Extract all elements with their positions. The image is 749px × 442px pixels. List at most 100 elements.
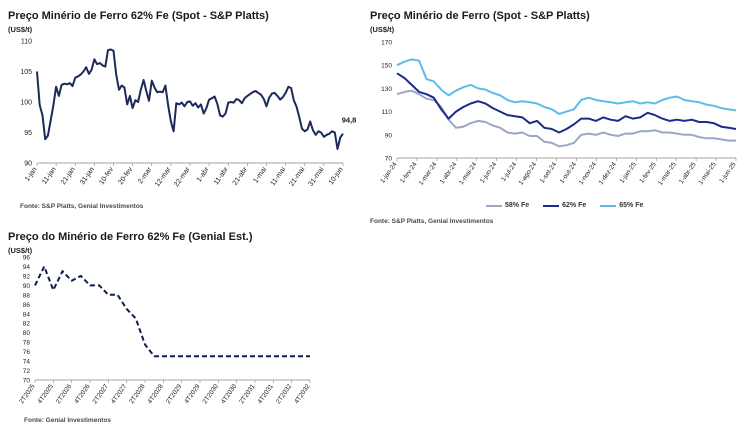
x-tick-label: 4T2031 bbox=[257, 383, 276, 405]
x-tick-label: 4T2028 bbox=[147, 383, 166, 405]
chart-title: Preço do Minério de Ferro 62% Fe (Genial… bbox=[8, 231, 253, 243]
x-tick-label: 10-fev bbox=[98, 166, 115, 186]
x-tick-label: 1-dez-24 bbox=[598, 161, 619, 186]
series-line-65-fe bbox=[396, 58, 737, 115]
y-tick-label: 88 bbox=[23, 292, 31, 299]
y-tick-label: 90 bbox=[385, 132, 393, 139]
x-tick-label: 4T2027 bbox=[110, 383, 129, 405]
x-tick-label: 1-jun-24 bbox=[479, 161, 499, 185]
x-tick-label: 1-jan-25 bbox=[619, 161, 639, 185]
x-tick-label: 1-mai-24 bbox=[458, 161, 479, 186]
x-tick-label: 1-out-24 bbox=[558, 161, 578, 185]
x-tick-label: 2T2028 bbox=[128, 383, 147, 405]
x-tick-label: 1-abr-25 bbox=[678, 161, 698, 185]
last-value-label: 94,8 bbox=[342, 116, 357, 125]
y-tick-label: 90 bbox=[23, 283, 31, 290]
x-tick-label: 1-jan-24 bbox=[379, 161, 399, 185]
series-line-62-fe bbox=[36, 48, 344, 150]
y-tick-label: 130 bbox=[381, 86, 392, 93]
y-tick-label: 70 bbox=[23, 378, 31, 385]
y-tick-label: 90 bbox=[24, 161, 32, 168]
y-tick-label: 84 bbox=[23, 311, 31, 318]
y-tick-label: 105 bbox=[20, 69, 32, 76]
y-unit-label: (US$/t) bbox=[8, 246, 33, 255]
y-tick-label: 92 bbox=[23, 273, 31, 280]
x-tick-label: 1-mar-24 bbox=[418, 161, 439, 187]
x-tick-label: 4T2025 bbox=[37, 383, 56, 405]
x-tick-label: 1-mai-25 bbox=[697, 161, 718, 186]
chart-legend: 58% Fe 62% Fe 65% Fe bbox=[486, 202, 643, 209]
x-tick-label: 1-fev-24 bbox=[399, 161, 419, 185]
x-tick-label: 1-fev-25 bbox=[638, 161, 658, 185]
x-tick-label: 1-set-24 bbox=[539, 161, 559, 185]
spot-grades-chart-plot: 70 90 110 130 150 170 1-jan-24 1-fev-24 1-mar-24… bbox=[379, 40, 738, 187]
series-line-62-fe bbox=[396, 72, 737, 134]
y-tick-label: 82 bbox=[23, 321, 31, 328]
x-tick-label: 2T2031 bbox=[238, 383, 257, 405]
y-tick-label: 78 bbox=[23, 340, 31, 347]
x-tick-label: 11-mai bbox=[270, 166, 288, 187]
x-tick-label: 31-mai bbox=[308, 166, 326, 188]
x-tick-label: 2T2032 bbox=[275, 383, 294, 405]
legend-swatch bbox=[600, 204, 617, 207]
chart-title: Preço Minério de Ferro (Spot - S&P Platt… bbox=[370, 10, 590, 22]
x-tick-label: 2T2029 bbox=[165, 383, 184, 405]
y-tick-label: 150 bbox=[381, 63, 392, 70]
x-tick-label: 4T2029 bbox=[183, 383, 202, 405]
y-tick-label: 72 bbox=[23, 368, 31, 375]
x-tick-label: 1-jul-24 bbox=[500, 161, 518, 183]
y-tick-label: 80 bbox=[23, 330, 31, 337]
chart-source: Fonte: S&P Platts, Genial Investimentos bbox=[20, 203, 144, 210]
x-tick-label: 2T2030 bbox=[202, 383, 221, 405]
y-tick-label: 170 bbox=[381, 40, 392, 47]
spot-62-chart-panel: Preço Minério de Ferro 62% Fe (Spot - S&… bbox=[0, 0, 358, 220]
legend-swatch bbox=[486, 204, 502, 207]
genial-estimate-chart-panel: Preço do Minério de Ferro 62% Fe (Genial… bbox=[0, 222, 330, 442]
y-tick-label: 76 bbox=[23, 349, 31, 356]
chart-source: Fonte: Genial Investimentos bbox=[24, 417, 112, 424]
y-tick-label: 95 bbox=[24, 130, 32, 137]
legend-label: 62% Fe bbox=[562, 202, 587, 209]
x-tick-label: 11-abr bbox=[213, 166, 230, 187]
x-tick-label: 2T2026 bbox=[55, 383, 74, 405]
chart-source: Fonte: S&P Platts, Genial Investimentos bbox=[370, 218, 494, 225]
y-tick-label: 74 bbox=[23, 359, 31, 366]
x-tick-label: 1-jan bbox=[24, 166, 39, 183]
x-tick-label: 10-jun bbox=[328, 166, 345, 186]
x-tick-label: 31-jan bbox=[79, 166, 96, 186]
genial-estimate-chart-plot: 70 72 74 76 78 80 82 84 86 88 90 92 94 96 2T2025 4T2025… bbox=[18, 255, 312, 406]
x-tick-label: 1-abr bbox=[196, 166, 211, 184]
x-tick-label: 4T2026 bbox=[73, 383, 92, 405]
x-tick-label: 2T2025 bbox=[18, 383, 37, 405]
y-unit-label: (US$/t) bbox=[370, 25, 395, 34]
x-tick-label: 21-jan bbox=[60, 166, 77, 186]
x-tick-label: 12-mar bbox=[154, 166, 173, 189]
legend-item-58: 58% Fe bbox=[486, 202, 529, 209]
x-tick-label: 1-nov-24 bbox=[578, 161, 599, 186]
y-tick-label: 94 bbox=[23, 264, 31, 271]
x-tick-label: 1-abr-24 bbox=[439, 161, 459, 185]
x-tick-label: 4T2032 bbox=[293, 383, 312, 405]
x-tick-label: 11-jan bbox=[41, 166, 58, 186]
y-tick-label: 100 bbox=[20, 100, 32, 107]
legend-item-65: 65% Fe bbox=[600, 202, 643, 209]
x-tick-label: 4T2030 bbox=[220, 383, 239, 405]
legend-item-62: 62% Fe bbox=[543, 202, 586, 209]
spot-62-chart-plot: 90 95 100 105 110 1-jan 11-jan 21-jan 31-jan 10-f… bbox=[20, 39, 357, 189]
y-tick-label: 110 bbox=[382, 109, 393, 116]
x-tick-label: 2T2027 bbox=[92, 383, 111, 405]
y-tick-label: 70 bbox=[385, 156, 393, 163]
x-tick-label: 21-mai bbox=[288, 166, 306, 188]
x-tick-label: 1-mar-25 bbox=[657, 161, 678, 187]
series-line-genial-estimate bbox=[34, 265, 310, 358]
x-tick-label: 20-fev bbox=[117, 166, 134, 186]
legend-label: 58% Fe bbox=[505, 202, 530, 209]
legend-label: 65% Fe bbox=[619, 202, 644, 209]
x-tick-label: 2-mar bbox=[137, 166, 154, 186]
series-line-58-fe bbox=[396, 89, 736, 148]
y-unit-label: (US$/t) bbox=[8, 25, 33, 34]
spot-grades-chart-panel: Preço Minério de Ferro (Spot - S&P Platt… bbox=[362, 0, 749, 230]
legend-swatch bbox=[543, 204, 560, 207]
x-tick-label: 1-jun-25 bbox=[718, 161, 738, 185]
x-tick-label: 1-ago-24 bbox=[518, 161, 539, 187]
